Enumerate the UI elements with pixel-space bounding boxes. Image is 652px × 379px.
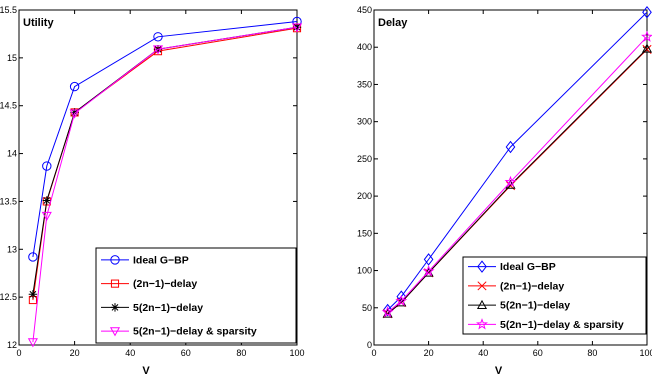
x-tick-label: 60 — [533, 348, 543, 358]
legend-marker — [110, 279, 120, 288]
legend-label: 5(2n−1)−delay — [500, 300, 570, 312]
y-tick-label: 12 — [7, 340, 17, 350]
y-tick-label: 250 — [357, 154, 372, 164]
legend-marker — [476, 299, 488, 309]
y-tick-label: 100 — [357, 266, 372, 276]
y-tick-label: 400 — [357, 42, 372, 52]
legend-marker — [110, 255, 120, 265]
data-point — [70, 108, 79, 117]
x-tick-label: 0 — [16, 348, 21, 358]
data-point — [641, 30, 652, 42]
chart-0: 0 20 40 60 80 100 12 12.5 13 13.5 14 14.5 15 15.5 V Uti… — [0, 5, 305, 377]
chart-title: Delay — [378, 17, 408, 29]
data-point — [423, 253, 434, 266]
data-point — [69, 109, 80, 119]
series-line-0 — [387, 11, 648, 311]
legend-label: 5(2n−1)−delay — [133, 302, 203, 314]
series-line-3 — [387, 36, 648, 313]
chart-title: Utility — [23, 17, 54, 29]
data-point — [505, 140, 516, 154]
x-tick-label: 20 — [70, 348, 80, 358]
data-point — [642, 5, 652, 19]
data-point — [41, 211, 52, 222]
legend-label: (2n−1)−delay — [500, 280, 564, 292]
legend-label: 5(2n−1)−delay & sparsity — [500, 319, 624, 331]
series-line-3 — [32, 26, 298, 343]
data-point — [504, 175, 517, 188]
data-point — [395, 294, 408, 307]
data-point — [27, 338, 38, 348]
legend-label: Ideal G−BP — [500, 261, 556, 273]
data-point — [153, 32, 163, 42]
legend-box — [95, 247, 297, 344]
legend-marker — [476, 318, 488, 330]
data-point — [292, 23, 302, 32]
x-axis-label: V — [142, 365, 150, 377]
x-tick-label: 100 — [639, 348, 652, 358]
x-tick-label: 20 — [424, 348, 434, 358]
data-point — [42, 196, 51, 205]
y-tick-label: 0 — [367, 340, 372, 350]
legend-box — [462, 256, 647, 335]
legend-marker — [477, 281, 487, 291]
x-tick-label: 0 — [371, 348, 376, 358]
y-tick-label: 12.5 — [0, 292, 17, 302]
data-point — [152, 45, 164, 55]
data-point — [69, 81, 80, 92]
x-tick-label: 100 — [289, 348, 304, 358]
y-tick-label: 13 — [7, 244, 17, 254]
legend: Ideal G−BP (2n−1)−delay 5(2n−1)−delay 5(2n−… — [95, 247, 297, 344]
y-tick-label: 15.5 — [0, 5, 17, 15]
x-tick-label: 80 — [587, 348, 597, 358]
y-tick-label: 350 — [357, 79, 372, 89]
y-tick-label: 13.5 — [0, 196, 17, 206]
data-point — [641, 43, 652, 53]
legend-marker — [110, 303, 120, 312]
x-tick-label: 60 — [181, 348, 191, 358]
x-tick-label: 80 — [236, 348, 246, 358]
x-tick-label: 40 — [478, 348, 488, 358]
y-tick-label: 50 — [362, 303, 372, 313]
legend-label: Ideal G−BP — [133, 254, 189, 266]
data-point — [381, 305, 394, 318]
y-tick-label: 14 — [7, 149, 17, 159]
y-tick-label: 14.5 — [0, 101, 17, 111]
x-tick-label: 40 — [125, 348, 135, 358]
y-tick-label: 300 — [357, 117, 372, 127]
x-axis-label: V — [495, 365, 503, 377]
data-point — [291, 23, 303, 33]
y-tick-label: 200 — [357, 191, 372, 201]
legend-marker — [109, 327, 121, 337]
data-point — [28, 290, 38, 299]
series-line-0 — [32, 20, 298, 258]
legend: Ideal G−BP (2n−1)−delay 5(2n−1)−delay 5(2n−… — [462, 256, 647, 335]
chart-1: 0 20 40 60 80 100 0 50 100 150 200 250 300 350 400 450 V… — [357, 5, 652, 377]
y-tick-label: 450 — [357, 5, 372, 15]
data-point — [422, 265, 435, 277]
data-point — [42, 161, 52, 171]
data-point — [382, 303, 393, 317]
y-tick-label: 15 — [7, 53, 17, 63]
y-tick-label: 150 — [357, 228, 372, 238]
legend-label: 5(2n−1)−delay & sparsity — [133, 326, 257, 338]
data-point — [28, 252, 38, 262]
legend-marker — [477, 260, 487, 273]
legend-label: (2n−1)−delay — [133, 278, 197, 290]
